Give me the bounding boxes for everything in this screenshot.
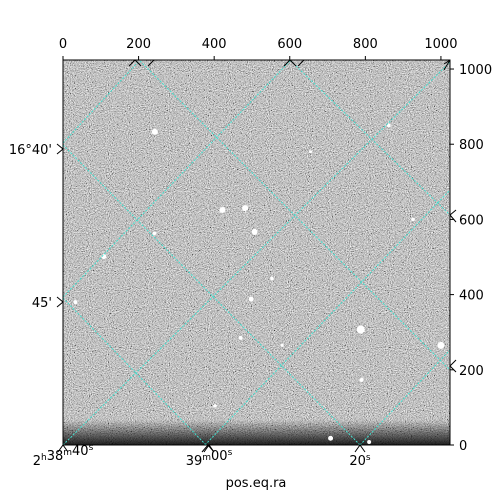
source-15	[270, 276, 274, 281]
source-12	[328, 435, 334, 441]
coordinate-grid	[63, 60, 450, 445]
right-tick-label: 800	[459, 138, 484, 153]
right-tick-label: 1000	[459, 63, 492, 78]
right-tick-label: 600	[459, 213, 484, 228]
dec-grid-line-3	[63, 297, 207, 445]
edge-tick-4	[297, 59, 305, 67]
edge-tick-1	[128, 59, 142, 67]
right-tick-label: 400	[459, 289, 484, 304]
source-20	[309, 150, 313, 154]
edge-tick-3	[283, 59, 297, 67]
source-8	[356, 325, 365, 334]
top-tick-label: 800	[353, 37, 378, 52]
grid-edge-ticks	[128, 59, 457, 453]
edge-tick-8	[201, 444, 215, 453]
source-17	[411, 217, 415, 222]
source-4	[251, 228, 258, 235]
source-10	[386, 123, 391, 128]
ra-tick-mark	[57, 444, 69, 453]
top-pixel-axis: 0 200 400 600 800 1000	[59, 37, 457, 60]
plot-frame	[62, 59, 451, 446]
source-13	[367, 439, 372, 444]
point-sources	[73, 123, 445, 444]
edge-tick-2	[147, 59, 155, 67]
ra-axis: 2h38m40s 39m00s 20s	[33, 443, 371, 469]
source-2	[219, 207, 226, 214]
top-tick-label: 200	[126, 37, 151, 52]
ra-grid-line-5	[359, 349, 450, 445]
dec-grid-line-1	[139, 60, 450, 371]
source-14	[238, 335, 243, 340]
source-1	[151, 128, 158, 135]
ra-grid-line-2	[63, 60, 292, 298]
top-tick-label: 1000	[424, 37, 457, 52]
right-pixel-axis: 0 200 400 600 800 1000	[450, 63, 492, 454]
edge-tick-5	[443, 59, 451, 71]
sky-image	[63, 60, 450, 445]
dec-tick-mark	[56, 143, 64, 155]
source-7	[248, 296, 254, 302]
top-tick-label: 400	[202, 37, 227, 52]
right-tick-label: 0	[459, 439, 467, 454]
dec-grid-line-2	[63, 144, 361, 445]
top-tick-label: 0	[59, 37, 67, 52]
ra-tick-label: 20s	[349, 453, 371, 469]
ra-grid-line-4	[204, 189, 450, 445]
image-edge-shade	[63, 420, 450, 445]
dec-grid-line-4	[290, 60, 450, 216]
edge-tick-7	[449, 359, 457, 373]
ra-tick-mark	[354, 444, 366, 453]
dec-tick-label: 45'	[32, 296, 52, 311]
source-18	[152, 231, 157, 236]
source-9	[437, 341, 445, 349]
edge-tick-6	[449, 209, 457, 223]
x-axis-title: pos.eq.ra	[226, 476, 287, 491]
ra-tick-label: 39m00s	[186, 448, 233, 469]
source-3	[242, 205, 249, 212]
ra-tick-label: 2h38m40s	[33, 443, 94, 469]
right-tick-label: 200	[459, 364, 484, 379]
dec-tick-mark	[56, 296, 64, 308]
ra-grid-line-1	[63, 60, 140, 144]
top-tick-label: 600	[277, 37, 302, 52]
source-6	[73, 300, 78, 305]
dec-tick-label: 16°40'	[9, 143, 52, 158]
source-11	[359, 377, 364, 382]
source-16	[213, 404, 217, 408]
image-noise	[63, 60, 450, 445]
source-19	[280, 343, 284, 347]
dec-axis: 16°40' 45'	[9, 143, 64, 311]
